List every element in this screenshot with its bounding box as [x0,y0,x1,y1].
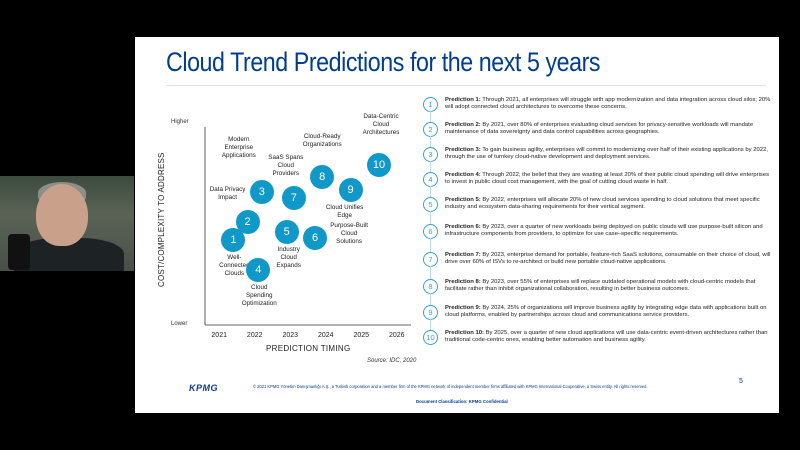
prediction-title: Prediction 5: [445,197,481,203]
prediction-number-badge: 3 [423,147,438,162]
prediction-title: Prediction 2: [445,122,481,128]
slide-title: Cloud Trend Predictions for the next 5 y… [166,47,601,77]
connector-line [430,161,431,172]
bubble-prediction-10: 10 [367,152,392,177]
presenter-face [36,184,88,246]
prediction-number-badge: 5 [423,197,438,212]
y-axis-label: COST/COMPLEXITY TO ADDRESS [157,152,166,287]
document-classification: Document Classification: KPMG Confidenti… [416,399,508,404]
bubble-prediction-3: 3 [249,180,274,205]
connector-line [430,186,431,197]
prediction-text: Prediction 9: By 2024, 25% of organizati… [445,305,767,319]
bubble-prediction-2: 2 [235,210,260,235]
prediction-title: Prediction 9: [445,305,481,311]
prediction-number-badge: 10 [423,330,438,345]
connector-line [430,238,431,252]
y-tick-higher: Higher [171,119,189,125]
connector-line [430,266,431,279]
bubble-prediction-4: 4 [246,257,271,282]
connector-line [430,293,431,305]
prediction-number-badge: 2 [423,122,438,137]
bubble-label-2: Data Privacy Impact [209,186,246,202]
footer-copyright: © 2021 KPMG Yönetim Danışmanlığı A.Ş., a… [253,384,648,389]
prediction-text: Prediction 2: By 2021, over 80% of enter… [445,122,754,136]
prediction-title: Prediction 3: [445,147,481,153]
prediction-text: Prediction 3: To gain business agility, … [445,147,768,161]
x-tick-2026: 2026 [388,332,405,339]
bubble-prediction-8: 8 [310,164,335,189]
connector-line [430,136,431,147]
bubble-label-5: Industry Cloud Expands [276,245,301,269]
chart-canvas [204,127,411,326]
presentation-slide: Cloud Trend Predictions for the next 5 y… [135,37,779,413]
prediction-number-badge: 9 [423,305,438,320]
prediction-number-badge: 1 [423,97,438,112]
prediction-text: Prediction 6: By 2023, over a quarter of… [445,224,763,238]
page-number: 5 [739,378,743,385]
x-tick-2022: 2022 [246,332,263,339]
x-tick-2024: 2024 [317,332,334,339]
bubble-label-10: Data-Centric Cloud Architectures [362,112,400,136]
prediction-text: Prediction 8: By 2023, over 55% of enter… [445,279,756,293]
bubble-prediction-7: 7 [281,186,306,211]
prediction-number-badge: 4 [423,172,438,187]
x-tick-2023: 2023 [282,332,299,339]
bubble-label-4: Cloud Spending Optimization [241,283,277,307]
webcam-video-tile [0,176,134,271]
bubble-label-8: Cloud-Ready Organizations [302,132,342,148]
prediction-title: Prediction 7: [445,252,481,258]
y-tick-lower: Lower [171,321,188,327]
title-divider [166,85,766,86]
prediction-number-badge: 6 [423,224,438,239]
prediction-chart: COST/COMPLEXITY TO ADDRESS Higher Lower … [157,99,418,371]
chart-source: Source: IDC, 2020 [367,358,417,364]
prediction-text: Prediction 5: By 2022, enterprises will … [445,197,760,211]
prediction-text: Prediction 10: By 2025, over a quarter o… [445,330,768,344]
connector-line [430,211,431,224]
x-tick-2025: 2025 [353,332,370,339]
prediction-number-badge: 8 [423,279,438,294]
connector-line [430,111,431,122]
bubble-label-3: Modern Enterprise Applications [221,136,256,160]
bubble-prediction-9: 9 [338,178,363,203]
bubble-prediction-5: 5 [274,219,299,244]
prediction-title: Prediction 1: [445,97,481,103]
prediction-title: Prediction 10: [445,330,484,336]
x-tick-2021: 2021 [211,332,227,339]
bubble-prediction-6: 6 [303,225,328,250]
microphone [8,234,30,270]
bubble-label-6: Purpose-Built Cloud Solutions [330,221,368,245]
prediction-title: Prediction 8: [445,279,481,285]
prediction-text: Prediction 7: By 2023, enterprise demand… [445,252,771,266]
bubble-label-7: SaaS Spans Cloud Providers [268,154,304,178]
connector-line [430,319,431,330]
prediction-number-badge: 7 [423,252,438,267]
bubble-label-9: Cloud Unifies Edge [325,204,364,220]
prediction-text: Prediction 1: Through 2021, all enterpri… [445,97,771,111]
kpmg-logo: KPMG [189,383,218,393]
x-axis-label: PREDICTION TIMING [266,344,351,353]
prediction-text: Prediction 4: Through 2022, the belief t… [445,172,770,186]
prediction-title: Prediction 4: [445,172,481,178]
bubble-label-1: Well- Connected Clouds [219,253,250,277]
prediction-title: Prediction 6: [445,224,481,230]
